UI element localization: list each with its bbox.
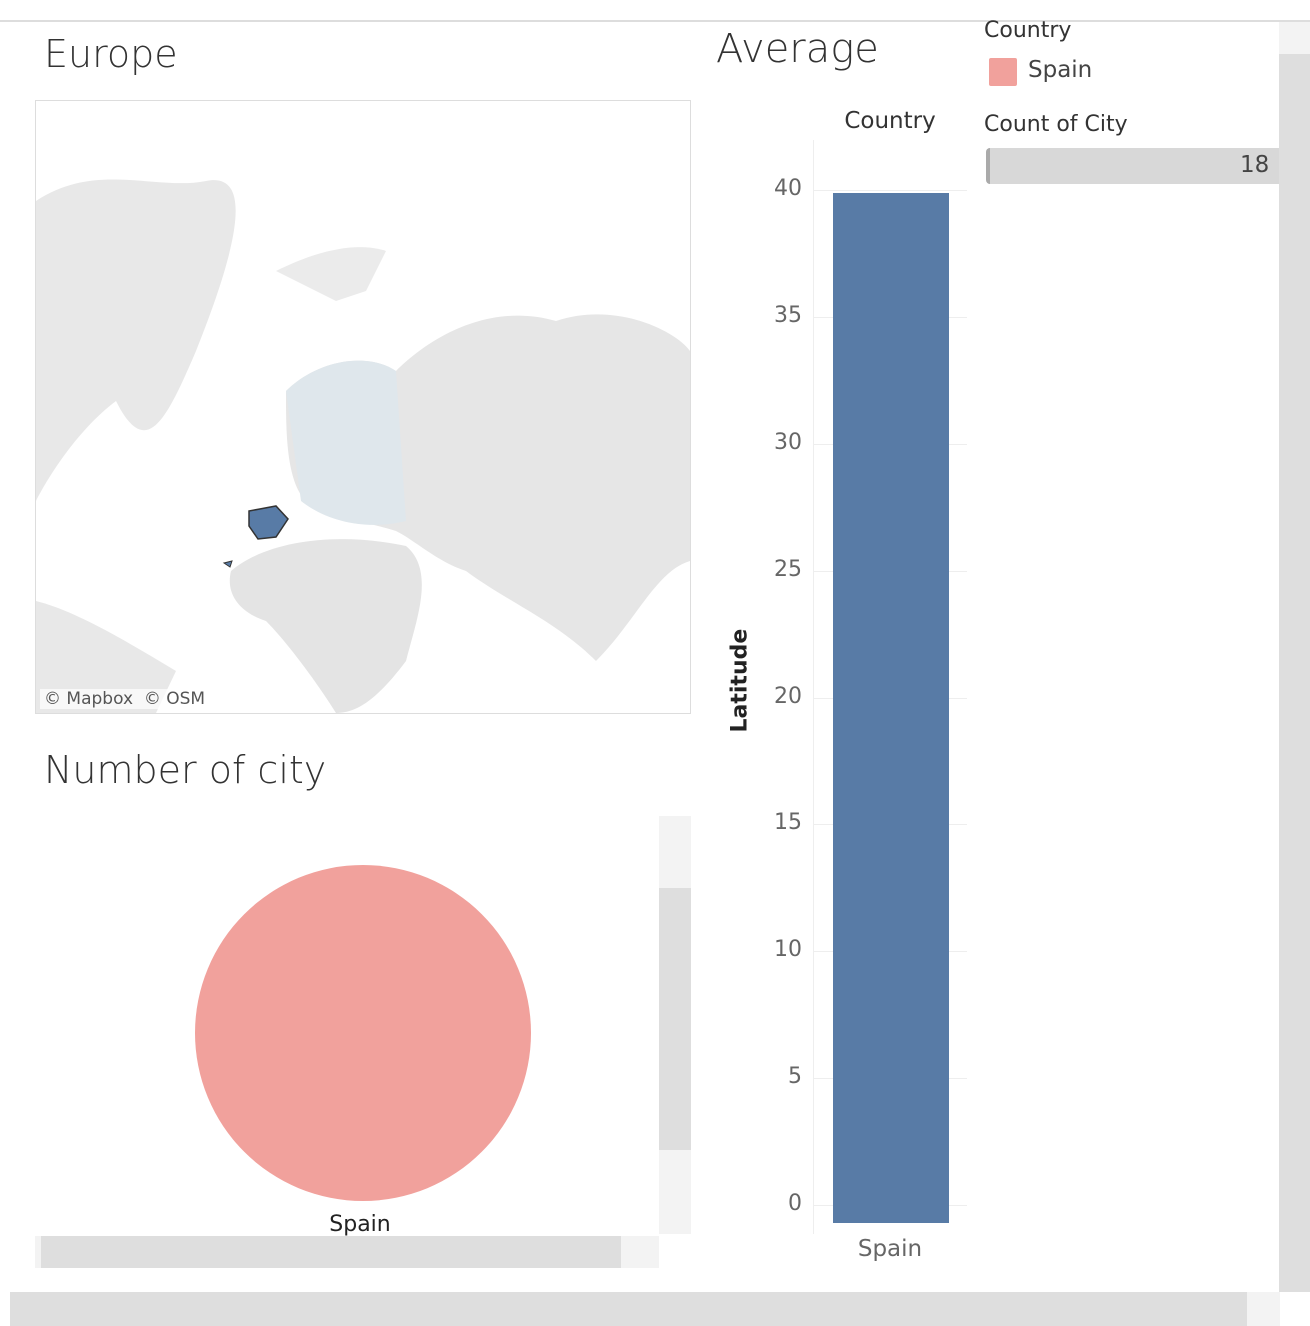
y-tick-label: 35 (774, 302, 802, 328)
pie-label: Spain (329, 1212, 391, 1237)
y-tick-label: 0 (788, 1191, 802, 1216)
map-canvas (36, 101, 690, 713)
top-divider (0, 20, 1310, 22)
pie-vscroll-thumb[interactable] (659, 888, 691, 1150)
gridline (813, 190, 967, 191)
map-attribution[interactable]: © Mapbox © OSM (40, 689, 210, 709)
pie-chart (195, 865, 531, 1201)
x-category-label: Spain (857, 1236, 923, 1262)
legend-swatch-spain[interactable] (989, 58, 1017, 86)
page-vscroll[interactable] (1279, 22, 1310, 1292)
y-tick-label: 20 (774, 683, 802, 709)
map-title: Europe (44, 32, 178, 76)
y-tick-label: 30 (774, 429, 802, 455)
y-tick-label: 10 (774, 937, 802, 963)
europe-map[interactable]: © Mapbox © OSM (35, 100, 691, 714)
mapbox-credit: © Mapbox (44, 689, 134, 709)
y-tick-label: 40 (774, 176, 802, 201)
pie-title: Number of city (44, 748, 327, 792)
bar-title: Average Latitude (716, 26, 881, 92)
page-hscroll-thumb[interactable] (10, 1292, 1247, 1326)
size-legend-value: 18 (1240, 152, 1270, 178)
pie-slice-spain[interactable] (195, 865, 531, 1201)
y-tick-label: 15 (774, 810, 802, 836)
column-header: Country (844, 108, 936, 134)
spain-region[interactable] (248, 505, 289, 540)
osm-credit: © OSM (143, 689, 206, 709)
page-vscroll-thumb[interactable] (1279, 54, 1310, 1292)
pie-hscroll-thumb[interactable] (41, 1236, 621, 1268)
y-tick-label: 5 (788, 1064, 802, 1090)
y-axis-label: Latitude (727, 628, 753, 733)
bar-spain[interactable] (833, 192, 949, 1223)
pie-hscroll[interactable] (35, 1236, 659, 1268)
size-legend-bar (986, 148, 1284, 184)
y-tick-label: 25 (774, 556, 802, 582)
pie-vscroll[interactable] (659, 816, 691, 1234)
axis-line (813, 140, 814, 1234)
legend-item-spain[interactable]: Spain (1028, 57, 1093, 83)
page-hscroll[interactable] (10, 1292, 1280, 1326)
legend-title: Country (984, 18, 1072, 43)
size-legend-title: Count of City (984, 112, 1128, 137)
